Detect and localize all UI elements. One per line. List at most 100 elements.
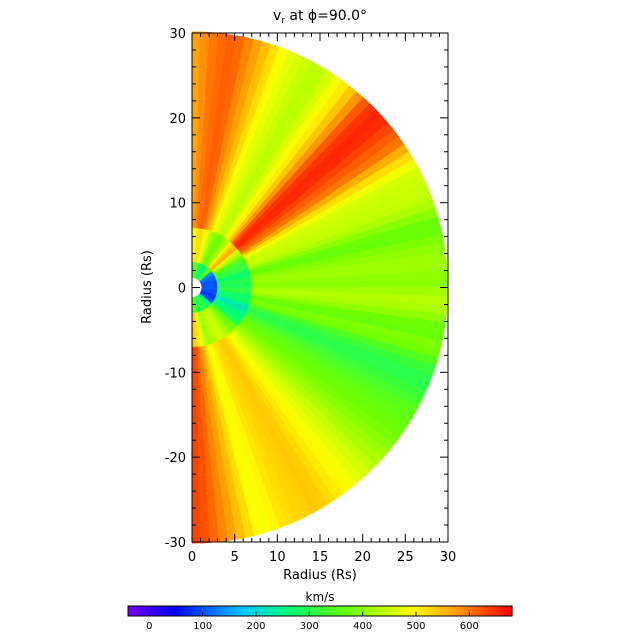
colorbar-swatch [222,606,225,616]
colorbar-swatch [452,606,455,616]
colorbar-swatch [500,606,503,616]
colorbar-swatch [182,606,185,616]
colorbar-swatch [160,606,163,616]
colorbar-swatch [394,606,397,616]
colorbar-swatch [472,606,475,616]
colorbar-swatch [426,606,429,616]
colorbar-swatch [440,606,443,616]
colorbar-swatch [174,606,177,616]
colorbar-swatch [450,606,453,616]
colorbar-swatch [210,606,213,616]
colorbar-swatch [340,606,343,616]
colorbar-swatch [326,606,329,616]
colorbar-swatch [350,606,353,616]
colorbar-swatch [196,606,199,616]
colorbar-swatch [508,606,511,616]
y-axis-label: Radius (Rs) [140,250,155,324]
colorbar-swatch [320,606,323,616]
velocity-cell [192,346,196,391]
colorbar-swatch [378,606,381,616]
colorbar-swatch [458,606,461,616]
x-tick-label: 5 [231,550,239,565]
colorbar-swatch [502,606,505,616]
colorbar-swatch [480,606,483,616]
colorbar-swatch [504,606,507,616]
colorbar-swatch [214,606,217,616]
colorbar-swatch [264,606,267,616]
colorbar-swatch [444,606,447,616]
colorbar-swatch [460,606,463,616]
colorbar-swatch [236,606,239,616]
velocity-cell [192,389,202,544]
colorbar-swatch [266,606,269,616]
colorbar-swatch [146,606,149,616]
colorbar-swatch [492,606,495,616]
colorbar-tick-label: 200 [246,621,265,632]
colorbar-swatch [368,606,371,616]
colorbar-swatch [216,606,219,616]
colorbar-swatch [322,606,325,616]
colorbar-swatch [242,606,245,616]
colorbar-swatch [286,606,289,616]
colorbar-swatch [486,606,489,616]
x-tick-label: 0 [188,550,196,565]
colorbar-swatch [204,606,207,616]
colorbar-swatch [290,606,293,616]
colorbar-swatch [338,606,341,616]
colorbar-swatch [382,606,385,616]
colorbar-swatch [238,606,241,616]
colorbar-swatch [282,606,285,616]
velocity-cell [294,278,448,288]
colorbar-swatch [376,606,379,616]
colorbar-swatch [230,606,233,616]
colorbar-swatch [302,606,305,616]
colorbar-swatch [428,606,431,616]
y-tick-label: -10 [165,366,186,381]
x-tick-label: 25 [397,550,414,565]
colorbar-swatch [386,606,389,616]
chart-title: vr at ϕ=90.0° [273,8,367,26]
colorbar-swatch [188,606,191,616]
colorbar-swatch [510,606,513,616]
colorbar-swatch [332,606,335,616]
colorbar-swatch [198,606,201,616]
colorbar-tick-label: 0 [146,621,152,632]
colorbar-swatch [408,606,411,616]
colorbar-swatch [374,606,377,616]
colorbar-swatch [430,606,433,616]
colorbar-swatch [490,606,493,616]
colorbar-swatch [274,606,277,616]
colorbar-swatch [462,606,465,616]
x-tick-label: 15 [312,550,329,565]
colorbar-swatch [328,606,331,616]
colorbar-swatch [474,606,477,616]
colorbar-swatch [314,606,317,616]
y-tick-label: -30 [165,536,186,551]
colorbar-swatch [308,606,311,616]
colorbar-swatch [422,606,425,616]
colorbar-swatch [162,606,165,616]
colorbar-swatch [248,606,251,616]
colorbar-swatch [254,606,257,616]
colorbar-swatch [278,606,281,616]
colorbar-swatch [234,606,237,616]
colorbar-swatch [130,606,133,616]
colorbar-swatch [186,606,189,616]
colorbar-tick-label: 500 [406,621,425,632]
colorbar-swatch [434,606,437,616]
colorbar-swatch [262,606,265,616]
colorbar-swatch [170,606,173,616]
colorbar-swatch [134,606,137,616]
colorbar-swatch [442,606,445,616]
colorbar-swatch [260,606,263,616]
colorbar-swatch [192,606,195,616]
colorbar-swatch [388,606,391,616]
colorbar-swatch [406,606,409,616]
colorbar-swatch [464,606,467,616]
colorbar-swatch [152,606,155,616]
colorbar-swatch [208,606,211,616]
colorbar-tick-label: 400 [353,621,372,632]
colorbar-swatch [384,606,387,616]
x-tick-label: 30 [440,550,457,565]
